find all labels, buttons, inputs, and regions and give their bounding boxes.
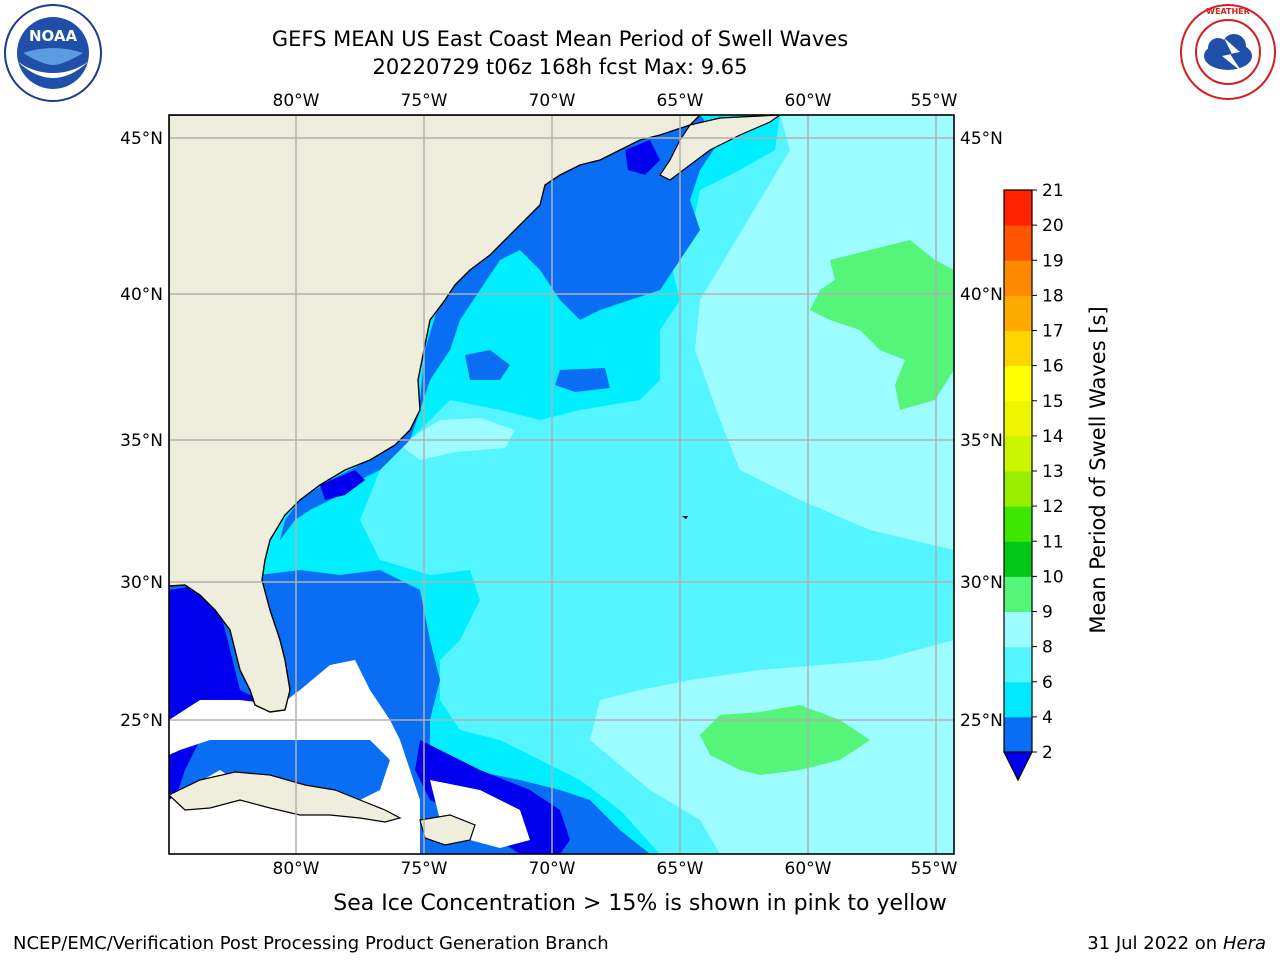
colorbar-swatch <box>1004 295 1032 331</box>
colorbar-swatch <box>1004 646 1032 683</box>
colorbar-tick-label: 14 <box>1042 427 1064 447</box>
sea-ice-note: Sea Ice Concentration > 15% is shown in … <box>333 891 947 916</box>
lon-label-top: 80°W <box>273 91 320 111</box>
swell-zone-green-south <box>700 705 870 775</box>
lon-label-top: 70°W <box>529 91 576 111</box>
lon-label-bottom: 55°W <box>911 859 958 879</box>
colorbar-tick-label: 2 <box>1042 743 1053 763</box>
host-name: Hera <box>1222 933 1266 954</box>
colorbar-tick-label: 4 <box>1042 708 1053 728</box>
colorbar-tick-label: 18 <box>1042 286 1064 306</box>
colorbar-swatch <box>1004 681 1032 718</box>
colorbar-tick-label: 8 <box>1042 638 1053 658</box>
svg-text:WEATHER: WEATHER <box>1206 7 1250 16</box>
lon-label-bottom: 60°W <box>785 859 832 879</box>
chart-subtitle: 20220729 t06z 168h fcst Max: 9.65 <box>372 55 748 79</box>
colorbar-swatch <box>1004 365 1032 402</box>
colorbar-swatch <box>1004 576 1032 612</box>
date-text: 31 Jul 2022 on <box>1087 933 1218 954</box>
colorbar-swatch <box>1004 330 1032 367</box>
colorbar-tick-label: 10 <box>1042 567 1064 587</box>
swell-zone-green-north <box>810 240 954 410</box>
lat-label-right: 35°N <box>960 431 1003 451</box>
lat-label-left: 40°N <box>120 285 163 305</box>
colorbar-extend-triangle <box>1003 751 1033 782</box>
swell-zone-blue-midatlantic-2 <box>555 368 610 392</box>
land-cuba <box>169 771 402 823</box>
lat-label-left: 30°N <box>120 573 163 593</box>
colorbar-swatch <box>1004 611 1032 648</box>
lat-label-right: 45°N <box>960 129 1003 149</box>
land-nova-scotia <box>659 115 782 181</box>
colorbar-tick-label: 12 <box>1042 497 1064 517</box>
colorbar-swatch <box>1004 541 1032 577</box>
swell-zone-dark-blue-coast <box>320 470 365 500</box>
lon-label-bottom: 75°W <box>401 859 448 879</box>
chart-title: GEFS MEAN US East Coast Mean Period of S… <box>271 27 849 51</box>
colorbar-tick-label: 9 <box>1042 603 1053 623</box>
lon-label-top: 65°W <box>657 91 704 111</box>
map-frame <box>168 114 955 855</box>
lon-label-top: 60°W <box>785 91 832 111</box>
colorbar-swatch <box>1004 506 1032 542</box>
colorbar-swatch <box>1004 435 1032 472</box>
colorbar-tick-label: 6 <box>1042 673 1053 693</box>
lon-label-top: 75°W <box>401 91 448 111</box>
map-gridlines <box>169 115 954 854</box>
swell-zone-dark-blue-west <box>169 585 270 810</box>
colorbar-swatch <box>1004 400 1032 437</box>
lat-label-right: 40°N <box>960 285 1003 305</box>
colorbar-tick-label: 15 <box>1042 392 1064 412</box>
swell-zone-blue-midatlantic <box>465 350 510 380</box>
no-data-region-hispaniola <box>430 780 530 848</box>
colorbar-swatch <box>1004 260 1032 296</box>
colorbar-swatch <box>1004 225 1032 261</box>
colorbar-tick-label: 17 <box>1042 322 1064 342</box>
lat-label-left: 45°N <box>120 129 163 149</box>
colorbar-tick-label: 19 <box>1042 251 1064 271</box>
colorbar-swatch <box>1004 471 1032 507</box>
lat-label-right: 30°N <box>960 573 1003 593</box>
swell-zone-dark-blue-maine <box>625 140 660 175</box>
lon-label-top: 55°W <box>911 91 958 111</box>
credit-text: NCEP/EMC/Verification Post Processing Pr… <box>13 933 609 954</box>
svg-text:NOAA: NOAA <box>29 27 78 45</box>
noaa-logo: NOAA <box>3 3 103 103</box>
swell-zone-blue-north <box>280 115 720 540</box>
lon-label-bottom: 65°W <box>657 859 704 879</box>
colorbar-swatch <box>1004 716 1032 753</box>
land-hispaniola <box>419 814 476 846</box>
colorbar: 2 4 6 8 9 10 11 12 13 14 15 16 17 18 19 20 21 <box>1003 181 1064 782</box>
swell-zone-light-pocket <box>400 418 515 460</box>
lon-label-bottom: 80°W <box>273 859 320 879</box>
colorbar-tick-label: 16 <box>1042 357 1064 377</box>
lon-label-bottom: 70°W <box>529 859 576 879</box>
colorbar-tick-label: 11 <box>1042 532 1064 552</box>
colorbar-tick-label: 13 <box>1042 462 1064 482</box>
lat-label-right: 25°N <box>960 711 1003 731</box>
lat-label-left: 35°N <box>120 431 163 451</box>
nws-logo: WEATHER <box>1178 2 1278 102</box>
lat-label-left: 25°N <box>120 711 163 731</box>
colorbar-label: Mean Period of Swell Waves [s] <box>1086 306 1110 634</box>
colorbar-tick-label: 20 <box>1042 216 1064 236</box>
land-north-america <box>169 115 701 713</box>
land-bermuda <box>682 516 688 519</box>
date-stamp: 31 Jul 2022 on Hera <box>1087 933 1266 954</box>
colorbar-tick-label: 21 <box>1042 181 1064 201</box>
colorbar-swatch <box>1004 190 1032 226</box>
